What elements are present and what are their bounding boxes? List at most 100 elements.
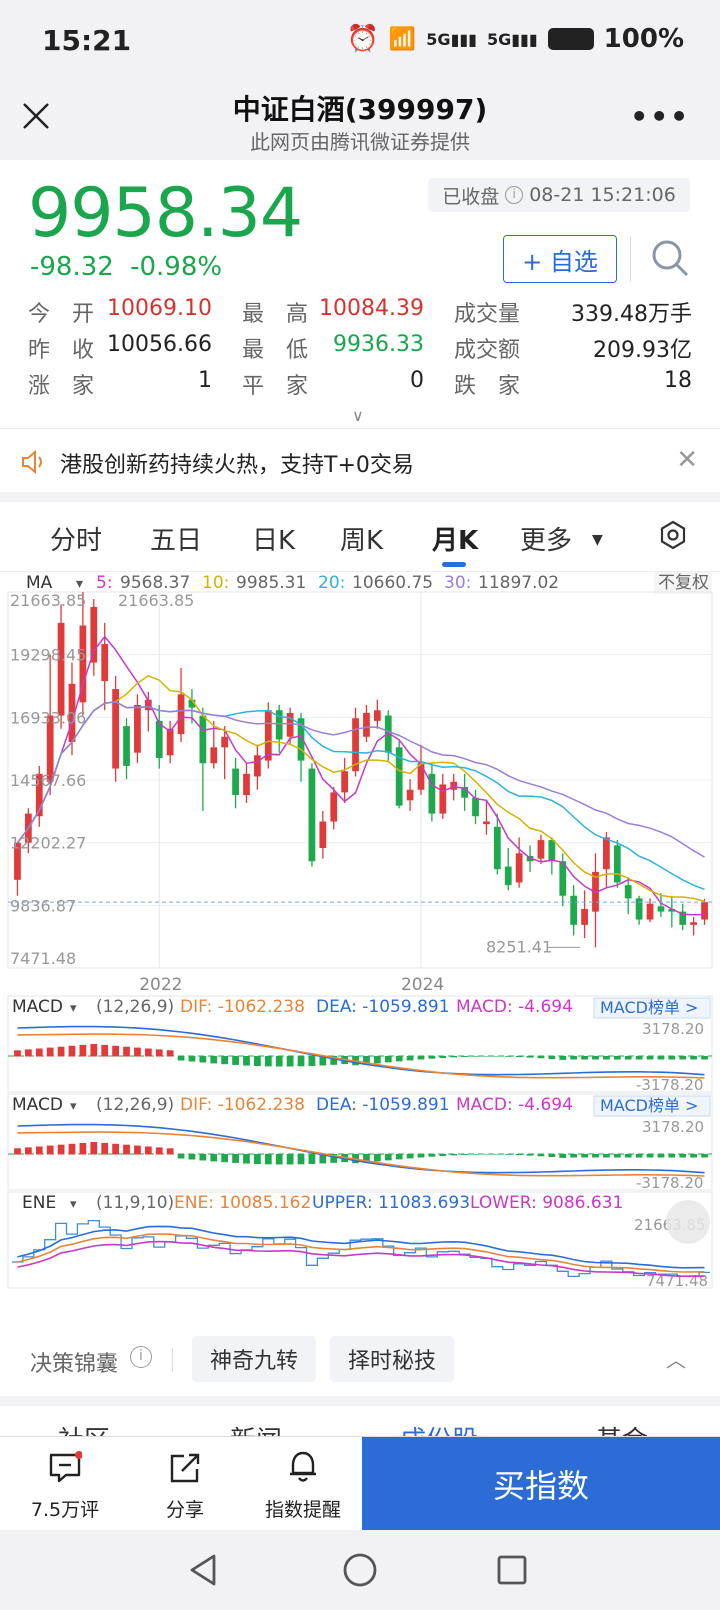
candle-body (286, 712, 294, 737)
macd-bar (417, 1154, 425, 1158)
home-icon[interactable] (342, 1552, 378, 1588)
stat-row: 今 开 10069.10 最 高 10084.39 成交量 339.48万手 (28, 296, 692, 332)
macd-bar (363, 1154, 370, 1163)
candle-body (330, 792, 338, 822)
macd-bar (559, 1154, 567, 1158)
macd-bar (308, 1154, 316, 1164)
candle-body (308, 768, 316, 862)
decision-label: 决策锦囊 (30, 1352, 119, 1377)
candle-body (134, 704, 141, 753)
macd-bar (373, 1154, 381, 1162)
candle-body (668, 908, 676, 912)
macd-bar (177, 1056, 185, 1061)
macd-bar (439, 1154, 447, 1156)
ene-lower: LOWER: 9086.631 (470, 1193, 623, 1213)
alert-button[interactable]: 指数提醒 (248, 1437, 358, 1531)
change-percent: -0.98% (130, 252, 223, 282)
chip-magic-nine[interactable]: 神奇九转 (192, 1336, 316, 1382)
kline-chart[interactable]: MA ▾ 5: 9568.37 10: 9985.31 20: 10660.75 30: 1189… (0, 572, 720, 1332)
candle-body (472, 797, 479, 817)
tab-community[interactable]: 社区 (58, 1420, 110, 1436)
macd-bar (188, 1154, 196, 1160)
chevron-down-icon[interactable]: ∨ (352, 406, 364, 425)
macd-dea: DEA: -1059.891 (316, 1095, 450, 1115)
candle-body (406, 789, 414, 801)
info-icon[interactable]: i (505, 186, 524, 204)
info-icon[interactable]: i (130, 1346, 152, 1368)
candle-body (635, 898, 643, 920)
settings-icon[interactable] (658, 520, 688, 550)
macd-bar (297, 1154, 305, 1165)
macd-dea: DEA: -1059.891 (316, 997, 450, 1017)
chevron-up-icon[interactable]: ︿ (666, 1348, 686, 1372)
macd-bar (526, 1154, 534, 1156)
macd-bar (134, 1047, 141, 1057)
chip-timing[interactable]: 择时秘技 (330, 1336, 454, 1382)
ene-mid-line (17, 1233, 705, 1273)
back-icon[interactable] (186, 1552, 220, 1588)
macd-bar (68, 1143, 76, 1155)
stat-label: 最 低 (242, 338, 309, 363)
candle-body (341, 771, 349, 793)
ene-upper-line (17, 1225, 705, 1269)
search-icon[interactable] (650, 238, 690, 278)
macd-bar (395, 1154, 403, 1160)
tab-five-day[interactable]: 五日 (150, 526, 203, 556)
close-notice-icon[interactable]: ✕ (676, 445, 698, 475)
candle-body (243, 773, 250, 796)
candle-body (264, 710, 272, 761)
macd-bar (701, 1056, 708, 1060)
candle-body (570, 895, 578, 925)
candle-body (461, 787, 468, 798)
stat-label: 昨 收 (28, 338, 95, 363)
tab-constituents[interactable]: 成份股 (400, 1420, 478, 1436)
x-tick-label: 2022 (139, 975, 182, 995)
min-price-label: 8251.41 (486, 937, 552, 956)
macd-bar (144, 1048, 152, 1057)
macd-bar (493, 1056, 501, 1057)
tab-intraday[interactable]: 分时 (50, 526, 103, 556)
macd-bottom-label: -3178.20 (636, 1174, 703, 1192)
more-icon[interactable]: ••• (630, 100, 690, 133)
macd-bar (406, 1056, 414, 1061)
macd-bar (221, 1056, 229, 1065)
floating-button[interactable] (666, 1200, 710, 1244)
tab-funds[interactable]: 基金 (596, 1420, 648, 1436)
close-icon[interactable] (18, 98, 54, 134)
macd-bar (384, 1154, 392, 1161)
macd-bar (504, 1154, 512, 1155)
macd-bar (79, 1142, 87, 1155)
candle-body (254, 755, 261, 777)
recents-icon[interactable] (496, 1554, 528, 1586)
macd-bar (657, 1154, 665, 1158)
caret-down-icon[interactable]: ▼ (592, 532, 603, 548)
candle-body (701, 902, 708, 920)
notice-bar[interactable]: 港股创新药持续火热，支持T+0交易 ✕ (0, 428, 720, 492)
share-button[interactable]: 分享 (130, 1437, 240, 1531)
macd-bar (199, 1056, 207, 1063)
decision-bar: 决策锦囊 i 神奇九转 择时秘技 ︿ (0, 1326, 720, 1398)
tab-more[interactable]: 更多 (520, 526, 573, 556)
dea-line (17, 1131, 705, 1177)
macd-label: MACD (12, 997, 63, 1017)
ene-lower-line (17, 1240, 705, 1278)
notice-text: 港股创新药持续火热，支持T+0交易 (60, 453, 414, 478)
tab-daily-k[interactable]: 日K (252, 526, 296, 556)
add-watchlist-button[interactable]: + 自选 (503, 235, 617, 283)
market-status-time: 08-21 15:21:06 (529, 184, 676, 206)
buy-index-button[interactable]: 买指数 (362, 1437, 720, 1531)
macd-bar (461, 1056, 468, 1057)
tab-news[interactable]: 新闻 (230, 1420, 282, 1436)
macd-bar (319, 1154, 327, 1164)
adjust-bg (654, 572, 712, 594)
tab-weekly-k[interactable]: 周K (340, 526, 384, 556)
macd-bar (515, 1154, 523, 1156)
stat-value: 209.93亿 (593, 338, 692, 363)
macd-bar (24, 1049, 32, 1057)
candle-body (373, 710, 381, 721)
comments-count: 7.5万评 (30, 1499, 100, 1521)
macd-bottom-label: -3178.20 (636, 1076, 703, 1094)
tab-monthly-k[interactable]: 月K (432, 526, 479, 556)
macd-bar (243, 1154, 250, 1164)
comments-button[interactable]: 7.5万评 (10, 1437, 120, 1531)
